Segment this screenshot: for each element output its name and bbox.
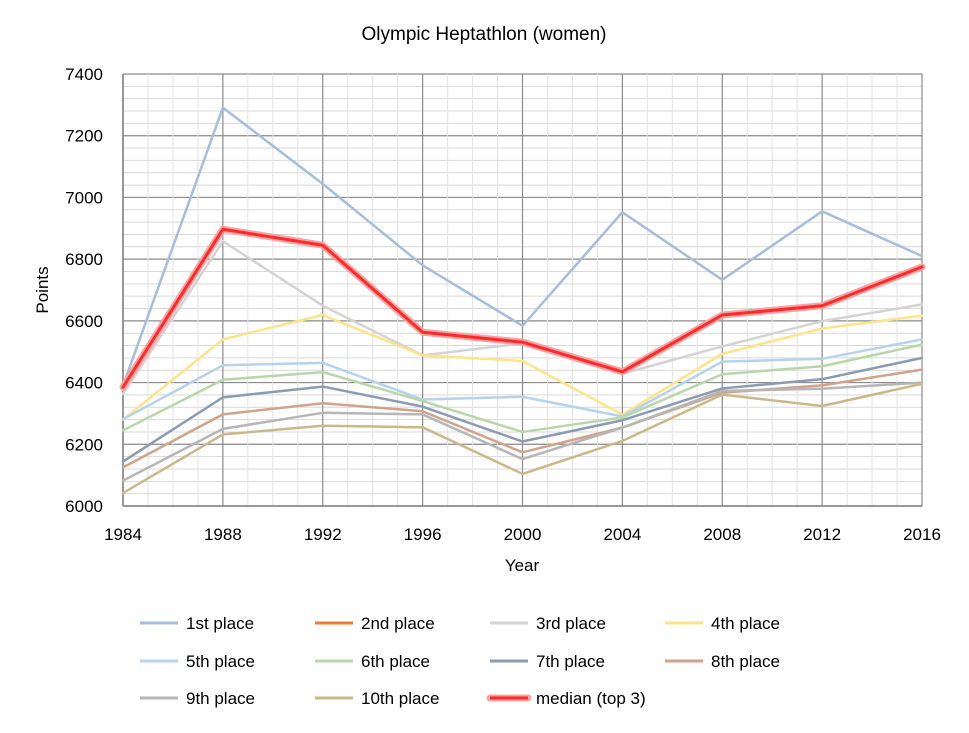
series-lines xyxy=(119,106,926,495)
x-tick-label: 2000 xyxy=(504,525,542,544)
series-line xyxy=(121,343,924,434)
chart-title: Olympic Heptathlon (women) xyxy=(362,24,607,45)
y-tick-label: 6600 xyxy=(65,312,103,331)
x-tick-label: 1996 xyxy=(404,525,442,544)
legend-item: 5th place xyxy=(140,652,255,671)
y-tick-label: 7000 xyxy=(65,188,103,207)
legend-label: 1st place xyxy=(186,614,254,633)
x-tick-label: 2016 xyxy=(903,525,941,544)
legend-label: 9th place xyxy=(186,689,255,708)
series-1 xyxy=(121,106,924,387)
series-7 xyxy=(121,356,924,463)
series-6 xyxy=(121,343,924,434)
x-axis-label: Year xyxy=(505,556,540,575)
y-tick-label: 6000 xyxy=(65,497,103,516)
series-8 xyxy=(121,368,924,469)
y-tick-label: 6200 xyxy=(65,435,103,454)
legend-label: 8th place xyxy=(711,652,780,671)
legend-label: 10th place xyxy=(361,689,439,708)
legend-label: median (top 3) xyxy=(536,689,646,708)
y-tick-label: 7400 xyxy=(65,65,103,84)
x-tick-label: 2004 xyxy=(603,525,641,544)
x-tick-label: 2008 xyxy=(703,525,741,544)
axes xyxy=(122,74,922,507)
legend-item: 6th place xyxy=(315,652,430,671)
legend-item: median (top 3) xyxy=(486,689,646,708)
legend-label: 6th place xyxy=(361,652,430,671)
legend-label: 3rd place xyxy=(536,614,606,633)
legend-item: 2nd place xyxy=(315,614,435,633)
series-line xyxy=(121,338,924,421)
legend: 1st place 2nd place 3rd place 4th place 5th … xyxy=(140,614,780,708)
series-line xyxy=(121,381,924,482)
series-10 xyxy=(121,382,924,495)
legend-label: 5th place xyxy=(186,652,255,671)
series-5 xyxy=(121,338,924,421)
legend-item: 10th place xyxy=(315,689,439,708)
x-tick-label: 1988 xyxy=(204,525,242,544)
series-9 xyxy=(121,381,924,482)
series-line xyxy=(121,313,924,421)
series-line xyxy=(121,382,924,495)
x-tick-label: 2012 xyxy=(803,525,841,544)
series-line xyxy=(121,227,924,389)
legend-item: 7th place xyxy=(490,652,605,671)
legend-item: 4th place xyxy=(665,614,780,633)
y-tick-label: 6400 xyxy=(65,374,103,393)
tick-labels: 6000 6200 6400 6600 6800 7000 7200 7400 1984 1988… xyxy=(65,65,941,544)
legend-label: 2nd place xyxy=(361,614,435,633)
series-line xyxy=(121,106,924,387)
series-4 xyxy=(121,313,924,421)
x-tick-label: 1992 xyxy=(304,525,342,544)
y-tick-label: 6800 xyxy=(65,250,103,269)
series-11 xyxy=(119,225,926,391)
legend-item: 3rd place xyxy=(490,614,606,633)
legend-label: 4th place xyxy=(711,614,780,633)
legend-label: 7th place xyxy=(536,652,605,671)
legend-item: 8th place xyxy=(665,652,780,671)
x-tick-label: 1984 xyxy=(104,525,142,544)
y-axis-label: Points xyxy=(33,266,52,313)
series-line xyxy=(121,356,924,463)
legend-item: 9th place xyxy=(140,689,255,708)
y-tick-label: 7200 xyxy=(65,127,103,146)
series-line xyxy=(121,368,924,469)
legend-item: 1st place xyxy=(140,614,254,633)
